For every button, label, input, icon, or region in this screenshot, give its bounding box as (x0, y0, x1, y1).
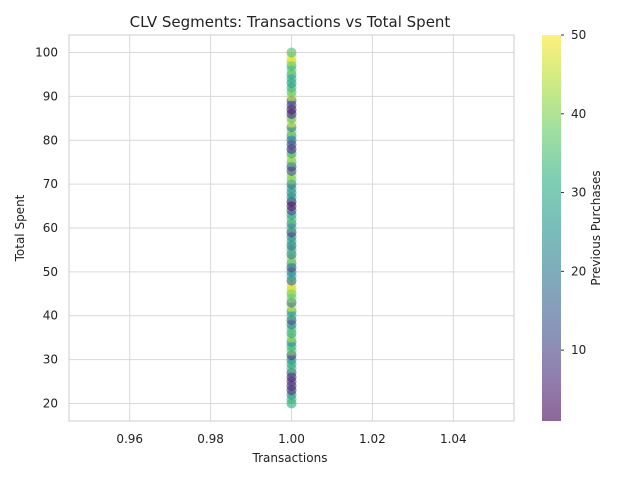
y-tick-labels: 20 30 40 50 60 70 80 90 100 (35, 46, 58, 411)
y-axis-label: Total Spent (13, 194, 27, 262)
x-axis-label: Transactions (252, 451, 328, 465)
data-points (286, 47, 297, 409)
x-tick-label: 0.98 (197, 432, 224, 446)
y-tick-label: 20 (43, 396, 58, 410)
y-tick-label: 50 (43, 265, 58, 279)
y-tick-label: 60 (43, 221, 58, 235)
y-tick-label: 90 (43, 89, 58, 103)
y-tick-label: 70 (43, 177, 58, 191)
y-tick-label: 30 (43, 353, 58, 367)
colorbar-tick-label: 10 (571, 343, 586, 357)
colorbar-tick-label: 50 (571, 28, 586, 42)
colorbar-tick-label: 20 (571, 264, 586, 278)
plot-area-frame (68, 34, 515, 422)
x-tick-label: 1.02 (359, 432, 386, 446)
x-tick-labels: 0.96 0.98 1.00 1.02 1.04 (116, 432, 466, 446)
colorbar-ticks: 10 20 30 40 50 (561, 28, 586, 357)
data-point (286, 47, 297, 58)
colorbar-label: Previous Purchases (589, 170, 603, 285)
y-tick-label: 40 (43, 309, 58, 323)
x-tick-label: 1.00 (278, 432, 305, 446)
x-tick-label: 1.04 (440, 432, 467, 446)
colorbar-tick-label: 40 (571, 107, 586, 121)
colorbar-tick-label: 30 (571, 186, 586, 200)
x-tick-label: 0.96 (116, 432, 143, 446)
y-tick-label: 80 (43, 133, 58, 147)
y-tick-label: 100 (35, 46, 58, 60)
chart-title: CLV Segments: Transactions vs Total Spen… (130, 13, 451, 31)
colorbar (542, 35, 561, 421)
